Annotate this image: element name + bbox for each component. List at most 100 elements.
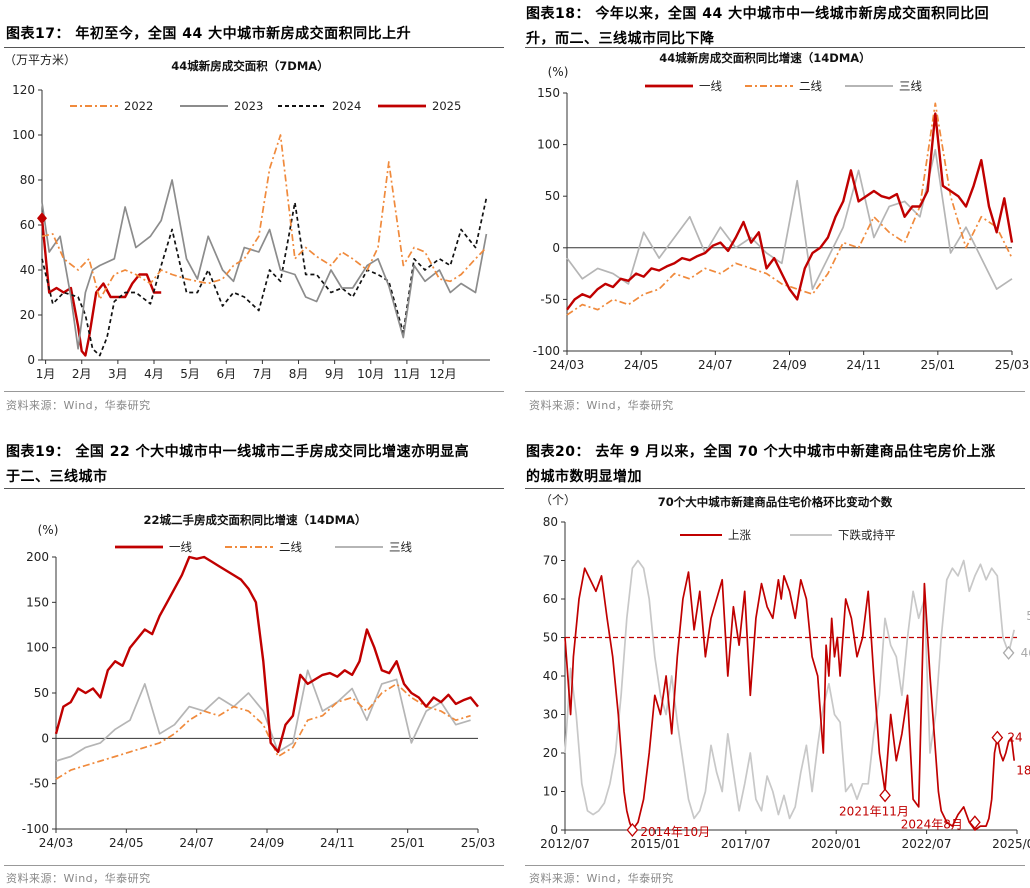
x-tick-label: 8月	[289, 367, 309, 381]
y-tick-label: 120	[12, 83, 35, 97]
y-axis-label: （万平方米）	[4, 52, 76, 67]
annotation-value: 18	[1016, 764, 1030, 778]
panel-2-title-rule	[525, 47, 1025, 48]
annotation-marker	[879, 788, 891, 803]
y-tick-label: 40	[543, 669, 558, 683]
y-tick-label: 30	[543, 708, 558, 722]
panel-3-title-rule	[4, 488, 504, 489]
panel-4-title-line: 图表20： 去年 9 月以来，全国 70 个大中城市中新建商品住宅房价上涨	[526, 444, 996, 460]
x-tick-label: 2022/07	[902, 837, 952, 851]
y-tick-label: 100	[12, 128, 35, 142]
panel-4: 图表20： 去年 9 月以来，全国 70 个大中城市中新建商品住宅房价上涨 的城…	[515, 444, 1030, 888]
y-tick-label: 150	[537, 86, 560, 100]
legend-label: 三线	[899, 79, 922, 93]
x-tick-label: 6月	[216, 367, 236, 381]
legend-label: 一线	[169, 540, 192, 554]
panel-2: 图表18： 今年以来，全国 44 大中城市中一线城市新房成交面积同比回 升，而二…	[515, 0, 1030, 444]
chart-2: 44城新房成交面积同比增速（14DMA） (%) -100 -50 0 50 100 150 2…	[533, 51, 1030, 372]
y-axis-label: （个）	[540, 493, 576, 507]
panel-3-title-line: 于二、三线城市	[6, 469, 108, 485]
y-axis-label: (%)	[38, 523, 59, 537]
annotation-label: 2014年10月	[640, 825, 710, 839]
annotation-marker	[991, 730, 1004, 745]
x-tick-label: 2015/01	[630, 837, 680, 851]
chart-title: 44城新房成交面积（7DMA）	[171, 59, 328, 73]
series-line-2023	[41, 179, 488, 350]
chart-title: 44城新房成交面积同比增速（14DMA）	[659, 51, 870, 65]
panel-2-title-line: 升，而二、三线城市同比下降	[526, 31, 715, 47]
x-tick-label: 2025/01	[992, 837, 1030, 851]
y-tick-label: 70	[543, 554, 558, 568]
panel-3-source: 资料来源：Wind，华泰研究	[6, 872, 151, 885]
y-tick-label: 200	[26, 550, 49, 564]
x-tick-label: 24/05	[109, 836, 144, 850]
x-tick-label: 2017/07	[721, 837, 771, 851]
chart-title: 22城二手房成交面积同比增速（14DMA）	[144, 513, 367, 527]
y-tick-label: 20	[543, 746, 558, 760]
panel-3-source-rule	[4, 865, 504, 866]
x-tick-label: 2012/07	[540, 837, 590, 851]
x-tick-label: 25/01	[390, 836, 425, 850]
series-line-一线	[54, 555, 479, 754]
panel-4-title: 图表20： 去年 9 月以来，全国 70 个大中城市中新建商品住宅房价上涨 的城…	[526, 440, 996, 490]
y-tick-label: 0	[550, 823, 558, 837]
panel-4-title-line: 的城市数明显增加	[526, 469, 642, 485]
y-tick-label: 80	[543, 515, 558, 529]
legend-label: 下跌或持平	[838, 528, 896, 542]
panel-3: 图表19： 全国 22 个大中城市中一线城市二手房成交同比增速亦明显高 于二、三…	[0, 444, 515, 888]
series-line-一线	[566, 112, 1014, 311]
x-tick-label: 7月	[253, 367, 273, 381]
annotation-marker	[626, 822, 639, 838]
legend-label: 上涨	[728, 528, 751, 542]
x-tick-label: 24/07	[179, 836, 214, 850]
legend-label: 一线	[699, 79, 722, 93]
y-tick-label: -100	[533, 344, 560, 358]
x-tick-label: 3月	[108, 367, 128, 381]
x-tick-label: 9月	[325, 367, 345, 381]
y-tick-label: 60	[543, 592, 558, 606]
y-tick-label: 0	[41, 731, 49, 745]
y-tick-label: -100	[22, 822, 49, 836]
panel-1-source: 资料来源：Wind，华泰研究	[6, 399, 151, 412]
x-tick-label: 24/05	[624, 358, 659, 372]
annotation-value: 24	[1007, 731, 1022, 745]
annotation-marker	[1002, 645, 1015, 660]
x-tick-label: 25/03	[995, 358, 1030, 372]
y-tick-label: -50	[29, 777, 49, 791]
x-tick-label: 24/11	[320, 836, 355, 850]
x-tick-label: 10月	[357, 367, 384, 381]
y-axis-label: (%)	[548, 65, 569, 79]
y-tick-label: 20	[20, 308, 35, 322]
panel-2-title: 图表18： 今年以来，全国 44 大中城市中一线城市新房成交面积同比回 升，而二…	[526, 2, 989, 52]
y-tick-label: 60	[20, 218, 35, 232]
x-tick-label: 2月	[72, 367, 92, 381]
annotation-label: 2024年8月	[901, 817, 963, 831]
series-line-2022	[41, 134, 488, 301]
x-tick-label: 2020/01	[811, 837, 861, 851]
y-tick-label: 150	[26, 595, 49, 609]
series-line-二线	[566, 102, 1013, 316]
panel-4-source: 资料来源：Wind，华泰研究	[529, 872, 674, 885]
y-tick-label: 0	[27, 353, 35, 367]
series-line-二线	[55, 683, 471, 780]
series-line-下跌或持平	[564, 559, 1016, 820]
chart-title: 70个大中城市新建商品住宅价格环比变动个数	[658, 495, 893, 509]
panel-2-source: 资料来源：Wind，华泰研究	[529, 399, 674, 412]
x-tick-label: 4月	[144, 367, 164, 381]
annotation-label: 2021年11月	[839, 804, 909, 818]
x-tick-label: 11月	[393, 367, 420, 381]
x-tick-label: 5月	[180, 367, 200, 381]
chart-1: 44城新房成交面积（7DMA） （万平方米） 0 20 40 60 80 100 120 1月 2月…	[4, 52, 490, 381]
x-tick-label: 24/09	[772, 358, 807, 372]
x-tick-label: 24/07	[698, 358, 733, 372]
x-tick-label: 25/03	[461, 836, 496, 850]
y-tick-label: 80	[20, 173, 35, 187]
x-tick-label: 24/03	[550, 358, 585, 372]
panel-3-title: 图表19： 全国 22 个大中城市中一线城市二手房成交同比增速亦明显高 于二、三…	[6, 440, 469, 490]
legend-label: 2025	[432, 99, 461, 113]
panel-2-title-line: 图表18： 今年以来，全国 44 大中城市中一线城市新房成交面积同比回	[526, 6, 990, 22]
legend-label: 2023	[234, 99, 263, 113]
series-line-三线	[566, 148, 1013, 290]
legend-label: 2022	[124, 99, 153, 113]
x-tick-label: 12月	[429, 367, 456, 381]
